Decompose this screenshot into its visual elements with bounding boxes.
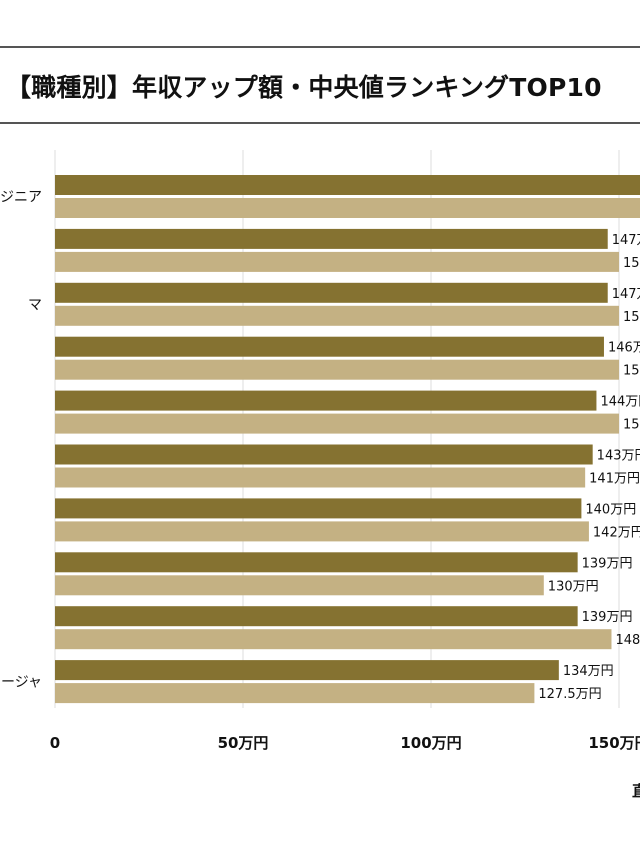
category-label: ージャ bbox=[1, 675, 42, 691]
bar-2-4 bbox=[55, 413, 619, 434]
x-tick-label: 0 bbox=[50, 734, 60, 752]
x-tick-label: 50万円 bbox=[218, 734, 269, 752]
data-label: 139万円 bbox=[582, 610, 633, 625]
bar-1-9 bbox=[55, 660, 559, 681]
source-note: 直 bbox=[632, 782, 640, 800]
data-label: 148 bbox=[615, 633, 640, 648]
data-label: 139万円 bbox=[582, 556, 633, 571]
data-label: 127.5万円 bbox=[538, 687, 601, 702]
bar-1-0 bbox=[55, 175, 640, 195]
data-label: 15 bbox=[623, 364, 640, 379]
data-label: 141万円 bbox=[589, 472, 640, 487]
data-label: 15 bbox=[623, 256, 640, 271]
bar-1-4 bbox=[55, 390, 597, 411]
category-label: ジニア bbox=[0, 190, 42, 206]
data-label: 130万円 bbox=[548, 579, 599, 594]
bar-2-8 bbox=[55, 629, 612, 650]
bar-1-5 bbox=[55, 444, 593, 465]
data-label: 15 bbox=[623, 418, 640, 433]
data-label: 147万 bbox=[612, 287, 640, 302]
bar-2-9 bbox=[55, 683, 535, 704]
bar-1-7 bbox=[55, 552, 578, 573]
data-label: 140万円 bbox=[585, 502, 636, 517]
x-tick-label: 150万円 bbox=[588, 734, 640, 752]
bar-2-2 bbox=[55, 305, 619, 326]
bar-2-7 bbox=[55, 575, 544, 596]
data-label: 147万 bbox=[612, 233, 640, 248]
data-label: 134万円 bbox=[563, 664, 614, 679]
bar-1-2 bbox=[55, 282, 608, 303]
category-label: マ bbox=[28, 297, 42, 313]
bar-2-6 bbox=[55, 521, 589, 542]
bar-1-8 bbox=[55, 606, 578, 627]
bar-2-1 bbox=[55, 251, 619, 272]
bar-2-5 bbox=[55, 467, 586, 488]
data-label: 143万円 bbox=[597, 449, 640, 464]
bar-1-1 bbox=[55, 228, 608, 249]
bar-1-3 bbox=[55, 336, 604, 357]
title-rule bbox=[0, 122, 640, 124]
data-label: 142万円 bbox=[593, 525, 640, 540]
x-tick-label: 100万円 bbox=[400, 734, 461, 752]
bar-2-3 bbox=[55, 359, 619, 380]
chart-title: 【職種別】年収アップ額・中央値ランキングTOP10 bbox=[6, 73, 602, 102]
bar-1-6 bbox=[55, 498, 582, 519]
data-label: 144万円 bbox=[600, 395, 640, 410]
data-label: 146万 bbox=[608, 341, 640, 356]
bar-2-0 bbox=[55, 198, 640, 218]
data-label: 15 bbox=[623, 310, 640, 325]
top-rule bbox=[0, 46, 640, 48]
